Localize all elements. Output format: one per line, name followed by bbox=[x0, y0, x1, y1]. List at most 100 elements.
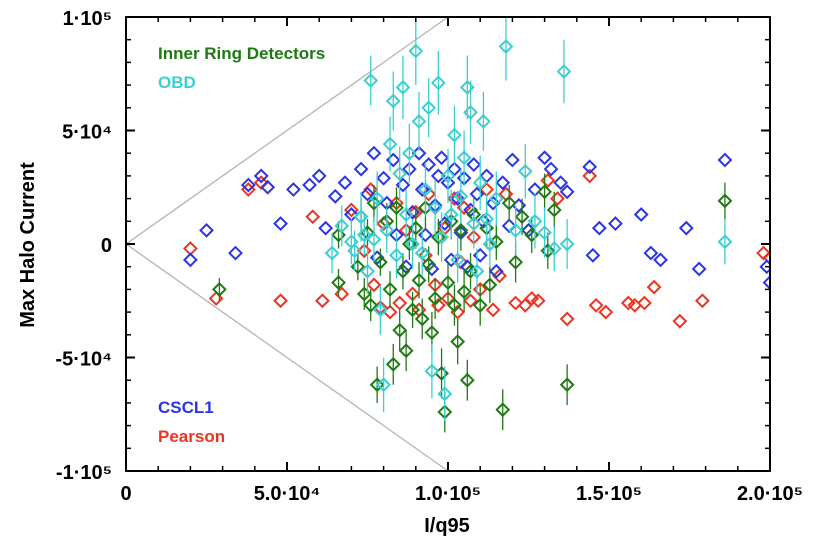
data-point bbox=[228, 245, 243, 261]
data-point bbox=[430, 75, 446, 91]
data-point bbox=[508, 295, 524, 311]
data-point bbox=[453, 222, 469, 238]
data-point bbox=[331, 227, 346, 243]
data-point bbox=[392, 295, 408, 311]
data-point bbox=[401, 236, 417, 252]
data-point bbox=[485, 195, 501, 211]
x-tick-label: 1.0·10⁵ bbox=[415, 483, 481, 505]
series-obd bbox=[324, 17, 733, 422]
data-point bbox=[456, 150, 472, 166]
data-point bbox=[363, 73, 379, 88]
data-point bbox=[337, 175, 353, 191]
data-point bbox=[363, 297, 379, 313]
data-point bbox=[488, 191, 504, 207]
data-series-layer bbox=[182, 17, 770, 433]
data-point bbox=[762, 275, 770, 291]
data-point bbox=[717, 234, 733, 250]
data-point bbox=[398, 343, 414, 359]
data-point bbox=[691, 261, 707, 277]
data-point bbox=[385, 356, 401, 372]
data-point bbox=[353, 161, 369, 177]
x-tick-label: 0 bbox=[120, 483, 131, 505]
data-point bbox=[356, 227, 372, 243]
data-point bbox=[559, 184, 575, 200]
data-point bbox=[591, 220, 607, 236]
data-point bbox=[430, 168, 446, 184]
data-point bbox=[427, 291, 443, 306]
data-point bbox=[553, 175, 569, 191]
data-point bbox=[240, 177, 256, 193]
data-point bbox=[414, 182, 430, 197]
data-point bbox=[434, 229, 449, 245]
data-point bbox=[556, 64, 572, 79]
reference-line bbox=[125, 16, 449, 245]
data-point bbox=[360, 263, 375, 279]
y-axis-title: Max Halo Current bbox=[17, 162, 39, 328]
data-point bbox=[459, 372, 475, 388]
data-point bbox=[514, 209, 530, 225]
x-tick-label: 2.0·10⁵ bbox=[737, 483, 803, 505]
data-point bbox=[437, 216, 453, 231]
data-point bbox=[559, 236, 575, 252]
series-cscl1 bbox=[182, 145, 770, 291]
data-point bbox=[479, 211, 495, 227]
data-point bbox=[472, 297, 488, 313]
data-point bbox=[318, 220, 334, 236]
data-point bbox=[353, 209, 369, 225]
data-point bbox=[315, 293, 330, 309]
data-point bbox=[466, 216, 482, 231]
data-point bbox=[379, 222, 395, 238]
y-tick-label: -1·10⁵ bbox=[56, 462, 112, 484]
data-point bbox=[463, 104, 478, 120]
data-point bbox=[466, 157, 482, 172]
data-point bbox=[643, 245, 659, 261]
data-point bbox=[463, 293, 478, 309]
data-point bbox=[459, 79, 475, 95]
data-point bbox=[440, 168, 456, 184]
reference-line bbox=[125, 243, 449, 472]
data-point bbox=[498, 39, 514, 54]
data-point bbox=[492, 268, 507, 284]
data-point bbox=[463, 263, 478, 279]
y-tick-label: 5·10⁴ bbox=[62, 122, 112, 144]
data-point bbox=[508, 222, 524, 238]
data-point bbox=[199, 222, 214, 238]
data-point bbox=[405, 236, 420, 252]
data-point bbox=[501, 218, 517, 234]
data-point bbox=[447, 297, 462, 313]
data-point bbox=[389, 200, 404, 216]
data-point bbox=[273, 293, 288, 309]
legend: Inner Ring Detectors OBD CSCL1 Pearson bbox=[158, 44, 325, 446]
data-point bbox=[286, 182, 301, 197]
data-point bbox=[588, 297, 604, 313]
data-point bbox=[447, 191, 462, 207]
data-point bbox=[421, 257, 437, 272]
data-point bbox=[347, 243, 363, 259]
data-point bbox=[543, 161, 559, 177]
data-point bbox=[389, 247, 404, 263]
legend-inner-ring-detectors: Inner Ring Detectors bbox=[158, 44, 325, 63]
data-point bbox=[517, 163, 533, 179]
data-point bbox=[437, 386, 453, 402]
data-point bbox=[414, 311, 430, 327]
data-point bbox=[717, 193, 733, 209]
data-point bbox=[646, 279, 662, 295]
data-point bbox=[273, 216, 288, 231]
data-point bbox=[356, 286, 372, 302]
data-point bbox=[527, 213, 543, 229]
data-point bbox=[546, 202, 562, 218]
data-point bbox=[305, 209, 321, 225]
data-point bbox=[401, 145, 417, 161]
data-point bbox=[443, 207, 459, 222]
data-point bbox=[495, 175, 511, 191]
data-point bbox=[382, 136, 398, 152]
data-point bbox=[585, 247, 601, 263]
data-point bbox=[392, 166, 408, 182]
data-point bbox=[260, 179, 276, 195]
data-point bbox=[392, 322, 408, 338]
data-point bbox=[450, 191, 466, 207]
data-point bbox=[637, 295, 652, 311]
data-point bbox=[343, 202, 359, 218]
axis-ticks: 0 5.0·10⁴ 1.0·10⁵ 1.5·10⁵ 2.0·10⁵ 1·10⁵ 5·10⁴ 0… bbox=[55, 8, 803, 505]
y-tick-label: 0 bbox=[101, 235, 112, 257]
